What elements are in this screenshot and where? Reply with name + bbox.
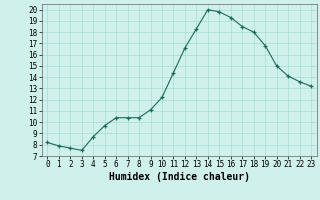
X-axis label: Humidex (Indice chaleur): Humidex (Indice chaleur) <box>109 172 250 182</box>
